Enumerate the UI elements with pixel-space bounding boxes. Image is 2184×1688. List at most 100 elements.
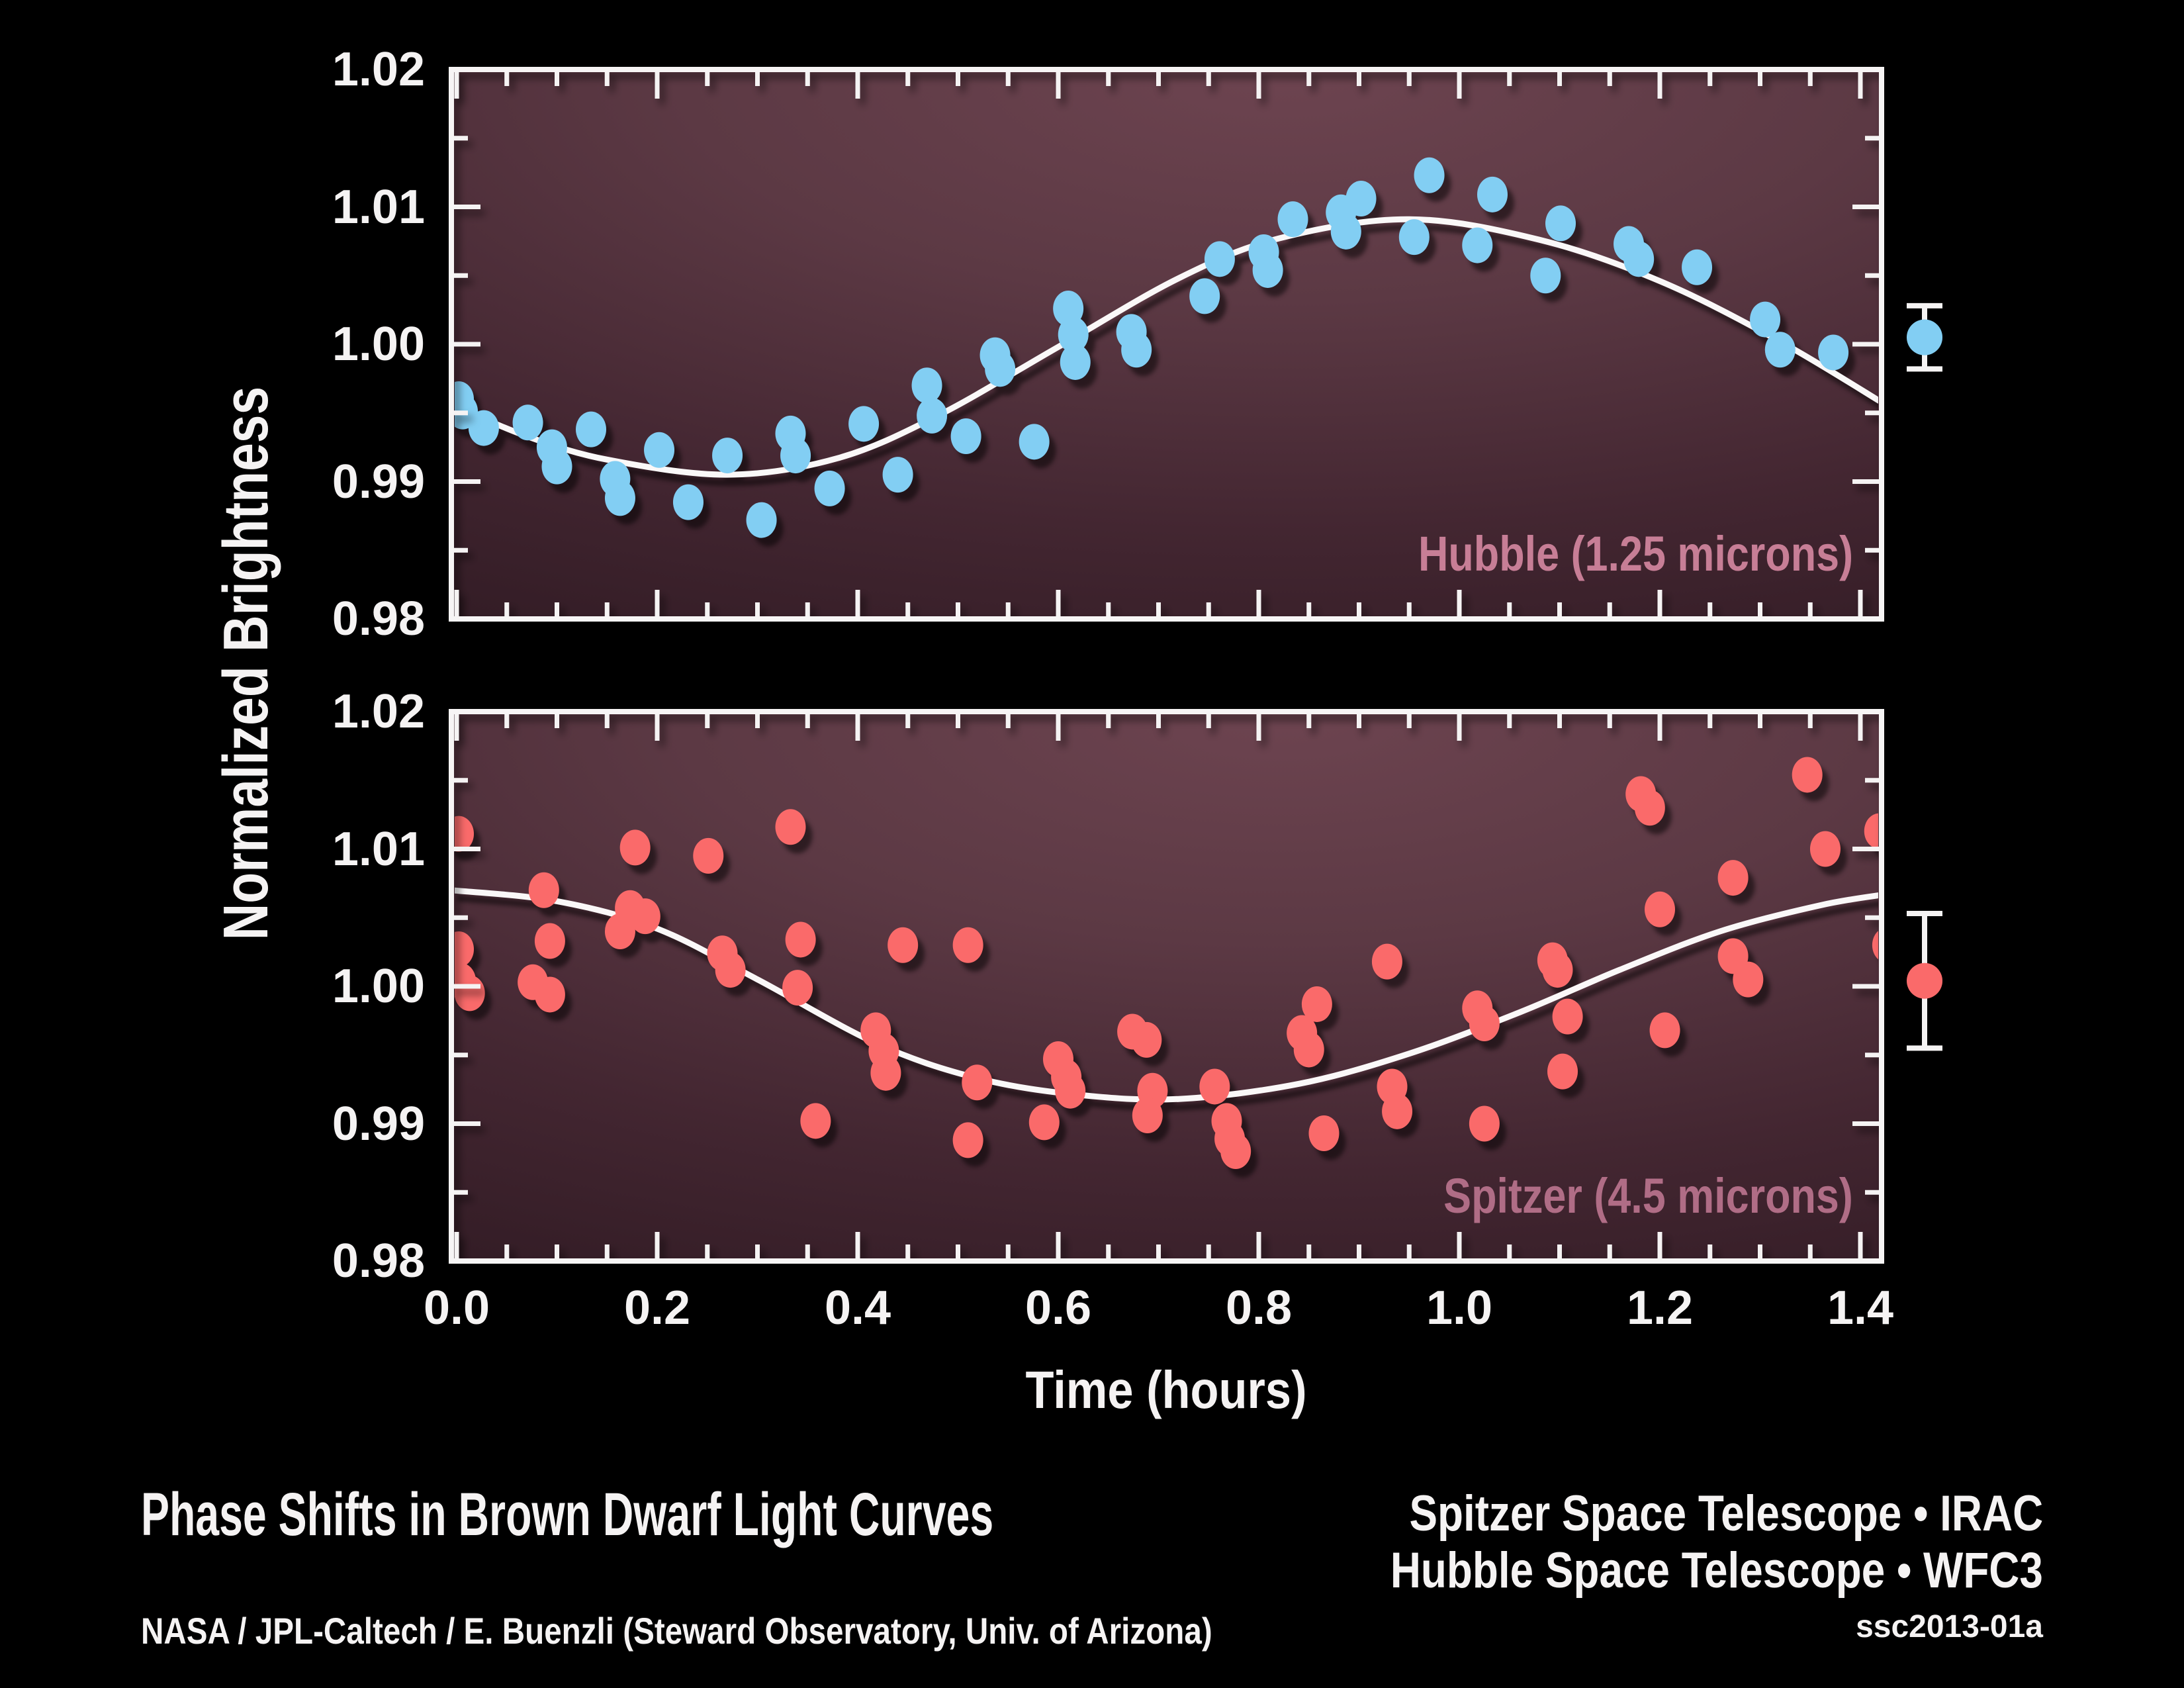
x-tick-label: 1.2 bbox=[1626, 1282, 1694, 1335]
x-tick-label: 0.4 bbox=[824, 1282, 891, 1335]
data-dot bbox=[512, 404, 543, 441]
y-tick-label: 0.98 bbox=[332, 1235, 425, 1288]
error-bar-dot bbox=[1907, 962, 1942, 999]
data-dot bbox=[1121, 332, 1152, 368]
x-axis-title-text: Time (hours) bbox=[1025, 1360, 1307, 1419]
data-dot bbox=[775, 809, 806, 845]
data-dot bbox=[468, 410, 499, 446]
figure-title: Phase Shifts in Brown Dwarf Light Curves bbox=[141, 1483, 1359, 1546]
data-dot bbox=[1382, 1093, 1413, 1129]
data-dot bbox=[619, 829, 651, 866]
data-dot bbox=[455, 816, 475, 852]
data-dot bbox=[1131, 1021, 1162, 1058]
spitzer-panel-label-text: Spitzer (4.5 microns) bbox=[1443, 1168, 1853, 1223]
hubble-panel-label-text: Hubble (1.25 microns) bbox=[1418, 526, 1853, 581]
error-bar bbox=[1907, 303, 1942, 372]
data-dot bbox=[1252, 252, 1283, 288]
panel-frame bbox=[449, 709, 1884, 1264]
data-dot bbox=[1792, 757, 1823, 793]
data-dot bbox=[534, 923, 565, 959]
data-dot bbox=[952, 1122, 983, 1158]
y-tick-label: 1.01 bbox=[332, 822, 425, 876]
x-tick-label: 1.0 bbox=[1426, 1282, 1493, 1335]
y-tick-label: 1.02 bbox=[332, 43, 425, 96]
y-tick-label: 0.99 bbox=[332, 455, 425, 508]
data-dot bbox=[1682, 249, 1713, 285]
data-dot bbox=[672, 484, 704, 520]
data-dot bbox=[780, 438, 811, 474]
data-dot bbox=[952, 927, 983, 963]
data-dot bbox=[985, 351, 1016, 387]
panel-border bbox=[449, 709, 1884, 1264]
data-dot bbox=[1530, 258, 1561, 294]
x-tick-label: 0.6 bbox=[1024, 1282, 1092, 1335]
y-tick-label: 0.99 bbox=[332, 1097, 425, 1150]
x-tick-label: 0.0 bbox=[423, 1282, 490, 1335]
y-tick-label: 1.02 bbox=[332, 685, 425, 738]
data-dot bbox=[1750, 301, 1781, 338]
data-points bbox=[455, 157, 1849, 538]
y-tick-label: 1.00 bbox=[332, 960, 425, 1013]
data-dot bbox=[1398, 219, 1430, 256]
data-dot bbox=[1477, 176, 1508, 212]
data-dot bbox=[1547, 1053, 1578, 1090]
instrument-line-spitzer-text: Spitzer Space Telescope • IRAC bbox=[1409, 1485, 2043, 1542]
data-dot bbox=[1277, 201, 1308, 238]
data-dot bbox=[1552, 998, 1583, 1035]
x-tick-label: 1.4 bbox=[1827, 1282, 1894, 1335]
instrument-lines: Spitzer Space Telescope • IRAC Hubble Sp… bbox=[1266, 1485, 2043, 1599]
error-bar-dot bbox=[1907, 319, 1942, 355]
data-dot bbox=[1542, 952, 1573, 988]
data-dot bbox=[917, 397, 948, 434]
data-dot bbox=[782, 970, 813, 1006]
y-axis-title: Normalized Brightness bbox=[210, 386, 281, 941]
x-tick-label: 0.8 bbox=[1225, 1282, 1293, 1335]
data-dot bbox=[1189, 278, 1220, 314]
x-tick-label: 0.2 bbox=[623, 1282, 691, 1335]
data-dot bbox=[1809, 831, 1841, 867]
data-dot bbox=[785, 921, 816, 958]
error-bar bbox=[1907, 911, 1942, 1051]
y-tick-label: 0.98 bbox=[332, 592, 425, 645]
data-dot bbox=[1545, 205, 1576, 242]
data-dot bbox=[1060, 344, 1091, 380]
data-dot bbox=[693, 837, 724, 874]
data-dot bbox=[715, 952, 746, 988]
data-dot bbox=[1623, 241, 1655, 277]
data-dot bbox=[455, 931, 475, 967]
data-dot bbox=[1733, 961, 1764, 998]
data-dot bbox=[950, 418, 981, 455]
image-id: ssc2013-01a bbox=[1856, 1609, 2043, 1644]
data-dot bbox=[1132, 1098, 1163, 1134]
data-dot bbox=[1199, 1068, 1230, 1105]
data-dot bbox=[1469, 1105, 1500, 1142]
data-dot bbox=[1645, 891, 1675, 927]
data-dot bbox=[629, 898, 660, 935]
data-dot bbox=[528, 872, 559, 908]
data-dot bbox=[1019, 424, 1050, 460]
data-dot bbox=[1872, 931, 1878, 960]
data-dot bbox=[534, 976, 565, 1013]
data-dot bbox=[1028, 1104, 1060, 1141]
hubble-panel-label: Hubble (1.25 microns) bbox=[1342, 530, 1853, 579]
data-dot bbox=[1414, 157, 1445, 193]
data-dot bbox=[604, 480, 635, 516]
data-dot bbox=[887, 927, 919, 963]
data-dot bbox=[746, 502, 777, 538]
data-dot bbox=[800, 1103, 831, 1139]
data-dot bbox=[644, 432, 675, 468]
spitzer-panel-label: Spitzer (4.5 microns) bbox=[1371, 1172, 1853, 1221]
model-curve bbox=[455, 216, 1878, 478]
data-dot bbox=[1345, 181, 1377, 217]
credit-line-text: NASA / JPL-Caltech / E. Buenzli (Steward… bbox=[141, 1610, 1212, 1652]
data-dot bbox=[1301, 986, 1332, 1022]
x-axis-title: Time (hours) bbox=[1006, 1364, 1326, 1417]
model-curve bbox=[455, 887, 1878, 1103]
figure-title-text: Phase Shifts in Brown Dwarf Light Curves bbox=[141, 1481, 994, 1548]
data-dot bbox=[1220, 1133, 1251, 1169]
data-dot bbox=[1864, 813, 1878, 849]
data-dot bbox=[1649, 1012, 1680, 1049]
data-dot bbox=[1058, 316, 1089, 353]
